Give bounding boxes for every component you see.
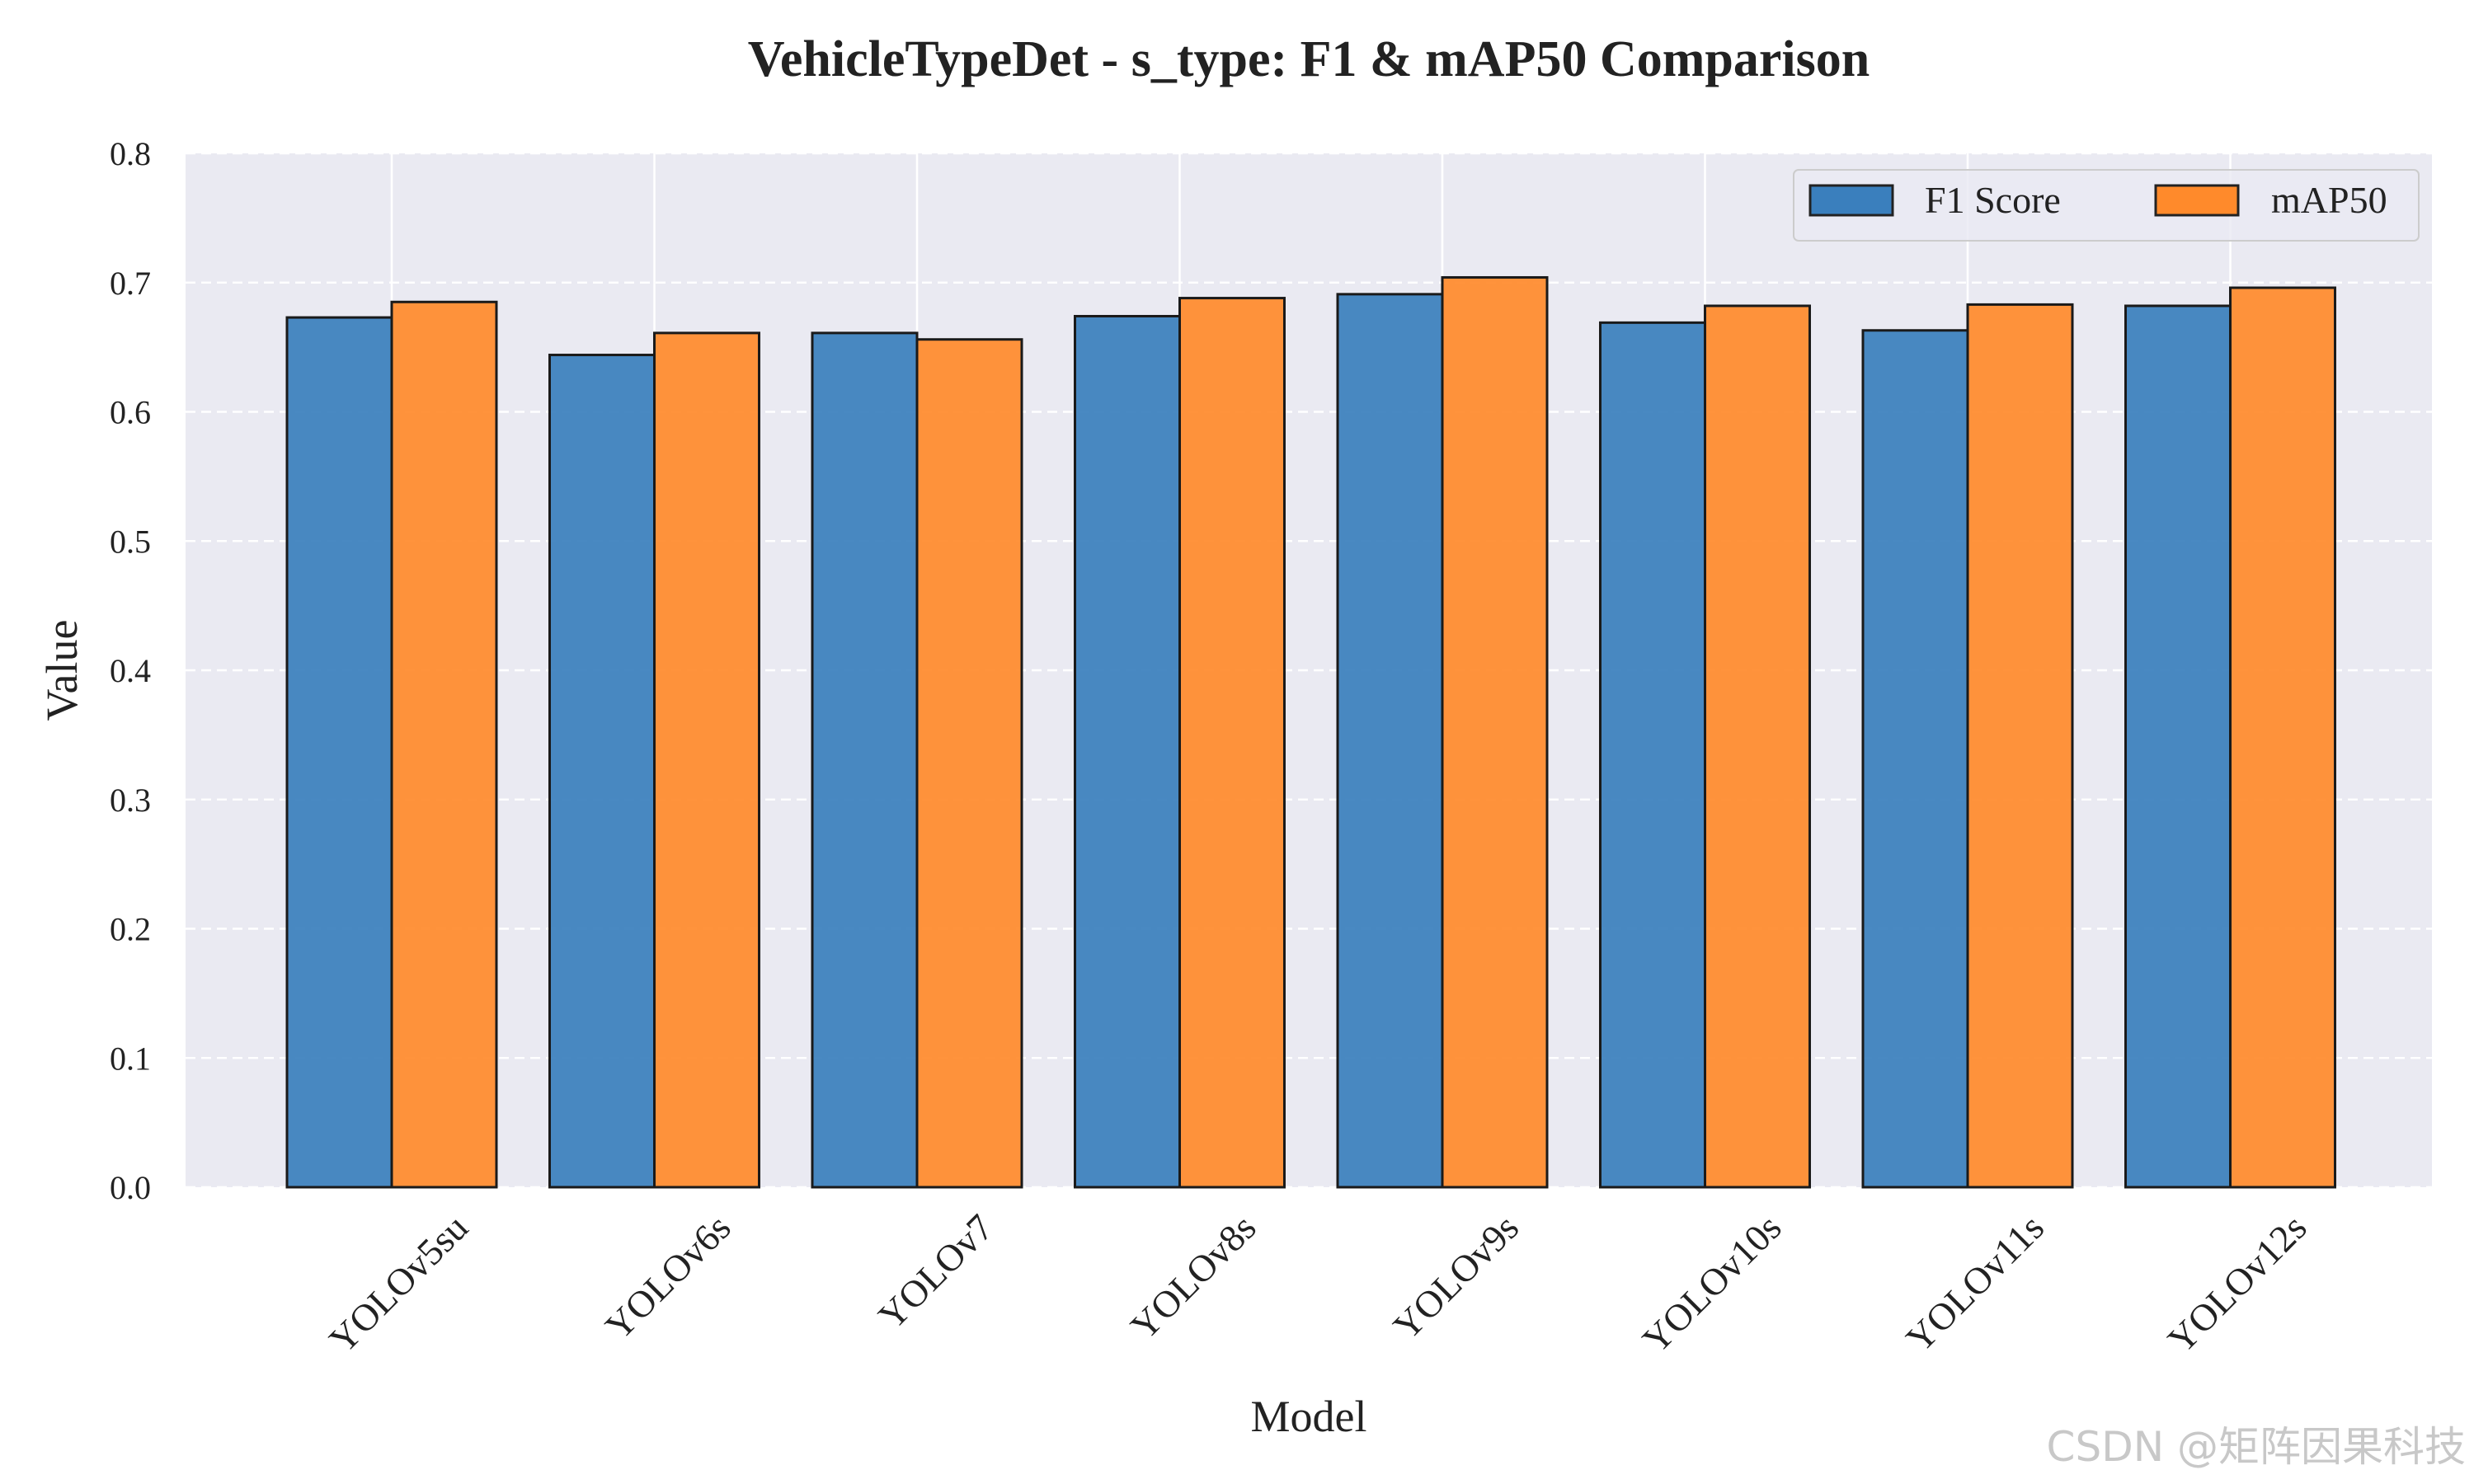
bar-map50-yolov6s [653, 331, 760, 1189]
bar-f1-score-yolov7 [811, 331, 919, 1189]
legend-label-f1-score: F1 Score [1925, 179, 2061, 221]
bar-f1-score-yolov5su [285, 316, 393, 1189]
legend-frame [1793, 169, 2420, 242]
y-tick-label: 0.2 [110, 911, 151, 948]
y-tick-label: 0.1 [110, 1040, 151, 1077]
y-axis-label: Value [37, 620, 87, 721]
y-tick-label: 0.3 [110, 782, 151, 819]
y-tick-label: 0.5 [110, 523, 151, 560]
legend-swatch-map50 [2154, 184, 2240, 217]
bar-map50-yolov7 [915, 338, 1023, 1189]
legend-label-map50: mAP50 [2271, 179, 2387, 221]
y-tick-label: 0.7 [110, 265, 151, 302]
y-axis-ticks: 0.0 0.1 0.2 0.3 0.4 0.5 0.6 0.7 0.8 [110, 135, 151, 1206]
bar-map50-yolov8s [1178, 297, 1286, 1189]
legend: F1 Score mAP50 [1793, 169, 2420, 242]
watermark: CSDN @矩阵因果科技 [2047, 1423, 2466, 1471]
legend-swatch-f1-score [1808, 184, 1894, 217]
x-axis-label: Model [1251, 1392, 1367, 1441]
chart-title: VehicleTypeDet - s_type: F1 & mAP50 Comp… [748, 31, 1870, 87]
bar-f1-score-yolov9s [1336, 293, 1444, 1189]
y-tick-label: 0.8 [110, 135, 151, 172]
bar-f1-score-yolov8s [1074, 315, 1181, 1189]
bar-f1-score-yolov12s [2124, 304, 2232, 1189]
bar-f1-score-yolov10s [1599, 321, 1706, 1189]
bar-map50-yolov11s [1966, 303, 2074, 1189]
bar-map50-yolov9s [1441, 275, 1549, 1189]
bar-f1-score-yolov11s [1861, 329, 1969, 1189]
bar-map50-yolov5su [390, 300, 498, 1189]
bar-map50-yolov10s [1704, 304, 1811, 1189]
bar-f1-score-yolov6s [548, 354, 656, 1189]
y-tick-label: 0.0 [110, 1169, 151, 1206]
bar-map50-yolov12s [2229, 286, 2336, 1189]
y-tick-label: 0.6 [110, 394, 151, 431]
y-tick-label: 0.4 [110, 652, 151, 689]
bars [285, 275, 2336, 1189]
